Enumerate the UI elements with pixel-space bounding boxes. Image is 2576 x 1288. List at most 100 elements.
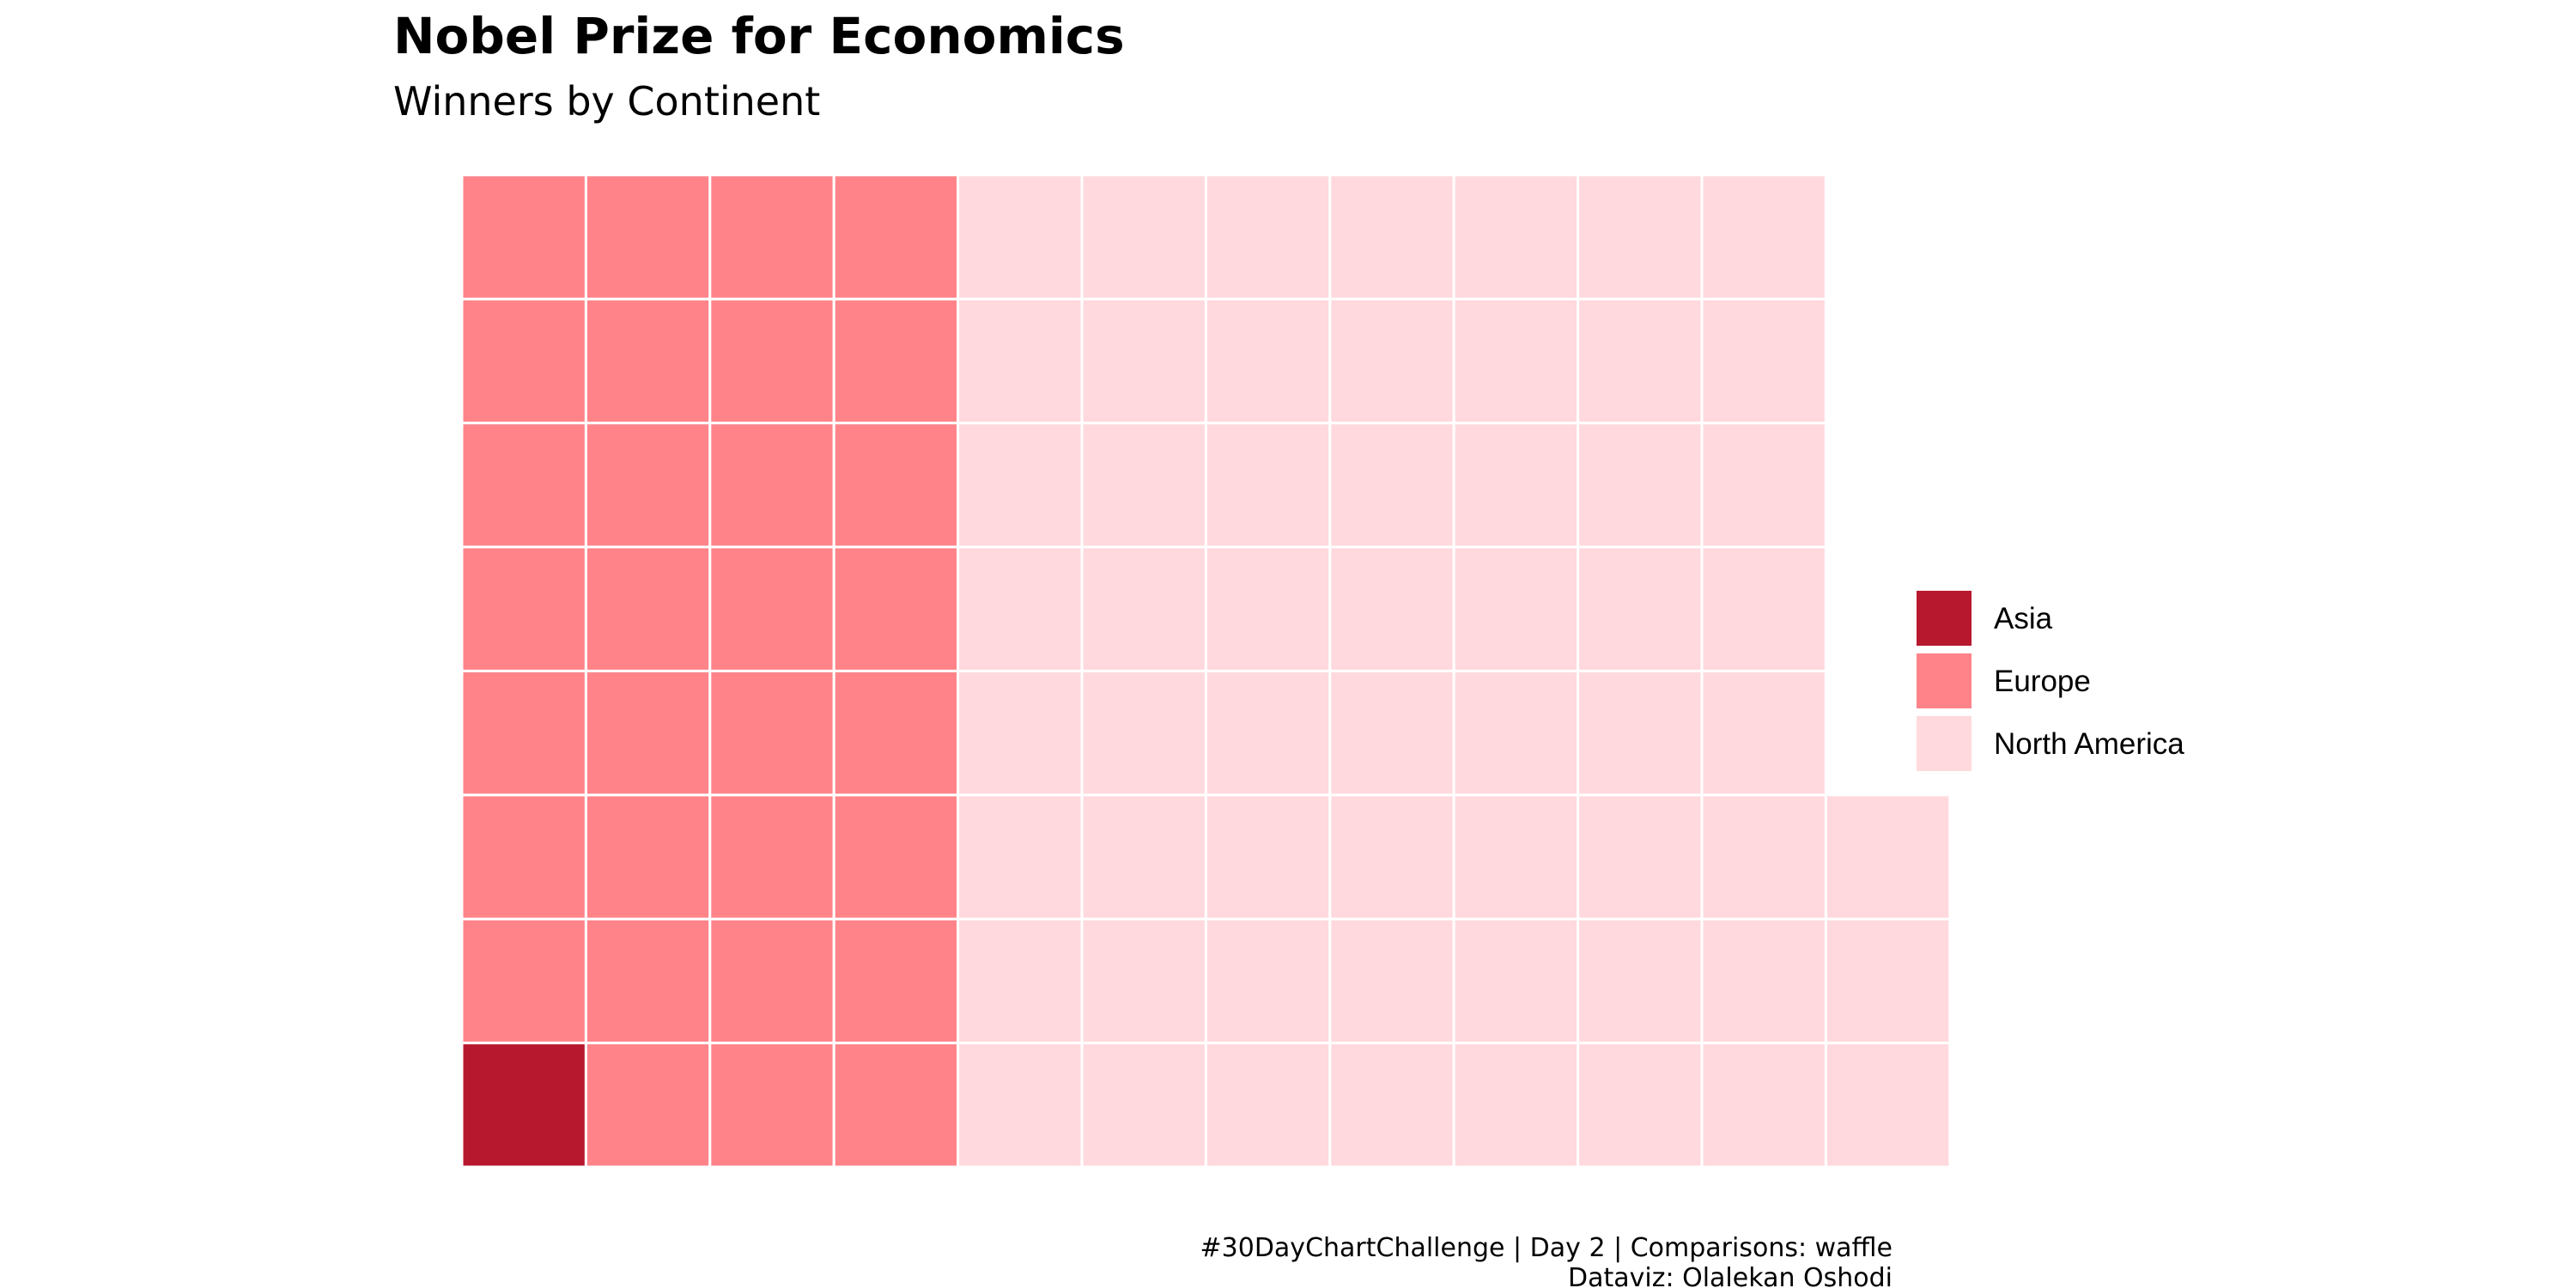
chart-subtitle: Winners by Continent: [393, 78, 820, 125]
legend-swatch-europe: [1917, 653, 1971, 708]
waffle-cell-north-america: [1204, 793, 1332, 920]
waffle-cell-europe: [708, 545, 835, 672]
waffle-cell-north-america: [1204, 669, 1332, 797]
waffle-cell-north-america: [1452, 793, 1580, 920]
waffle-cell-north-america: [1577, 173, 1704, 301]
waffle-cell-europe: [460, 297, 587, 425]
waffle-cell-europe: [584, 545, 712, 672]
waffle-cell-north-america: [1577, 669, 1704, 797]
waffle-cell-north-america: [1577, 297, 1704, 425]
waffle-cell-europe: [832, 297, 960, 425]
waffle-cell-europe: [708, 173, 835, 301]
waffle-cell-europe: [460, 173, 587, 301]
waffle-cell-europe: [460, 545, 587, 672]
legend-label-asia: Asia: [1994, 602, 2053, 635]
waffle-cell-north-america: [957, 545, 1084, 672]
legend-label-europe: Europe: [1994, 665, 2091, 698]
waffle-cell-north-america: [957, 297, 1084, 425]
waffle-cell-europe: [460, 669, 587, 797]
waffle-cell-europe: [584, 1042, 712, 1169]
waffle-cell-north-america: [1080, 669, 1207, 797]
waffle-cell-north-america: [1452, 173, 1580, 301]
waffle-cell-north-america: [1204, 917, 1332, 1045]
waffle-cell-europe: [832, 793, 960, 920]
legend: Asia Europe North America: [1917, 591, 2184, 771]
waffle-cell-north-america: [1328, 173, 1455, 301]
waffle-cell-north-america: [1080, 173, 1207, 301]
waffle-cell-asia: [460, 1042, 587, 1169]
waffle-cell-north-america: [957, 793, 1084, 920]
caption-line-2: Dataviz: Olalekan Oshodi: [1568, 1263, 1893, 1288]
waffle-cell-north-america: [1700, 297, 1827, 425]
waffle-cell-north-america: [1700, 173, 1827, 301]
waffle-cell-europe: [832, 173, 960, 301]
legend-swatch-north-america: [1917, 716, 1971, 771]
waffle-cell-north-america: [1452, 297, 1580, 425]
waffle-cell-north-america: [957, 917, 1084, 1045]
waffle-cell-north-america: [1452, 669, 1580, 797]
waffle-cell-north-america: [1328, 297, 1455, 425]
waffle-cell-europe: [584, 917, 712, 1045]
waffle-cell-north-america: [1700, 917, 1827, 1045]
waffle-cell-north-america: [1204, 1042, 1332, 1169]
waffle-cell-north-america: [957, 422, 1084, 549]
waffle-cell-north-america: [1577, 1042, 1704, 1169]
waffle-cell-north-america: [1080, 793, 1207, 920]
waffle-cell-europe: [832, 1042, 960, 1169]
waffle-cell-north-america: [1577, 793, 1704, 920]
waffle-cell-north-america: [1577, 917, 1704, 1045]
waffle-cell-north-america: [1204, 422, 1332, 549]
waffle-cell-north-america: [1328, 669, 1455, 797]
waffle-cell-north-america: [1452, 422, 1580, 549]
waffle-cell-north-america: [957, 173, 1084, 301]
waffle-cell-europe: [584, 793, 712, 920]
waffle-cell-europe: [584, 297, 712, 425]
waffle-cell-north-america: [1700, 1042, 1827, 1169]
waffle-cell-north-america: [1700, 669, 1827, 797]
waffle-cell-north-america: [1080, 297, 1207, 425]
legend-label-north-america: North America: [1994, 727, 2184, 761]
waffle-cell-north-america: [1080, 917, 1207, 1045]
waffle-cell-north-america: [1452, 1042, 1580, 1169]
waffle-cell-north-america: [1824, 917, 1952, 1045]
waffle-cell-north-america: [1328, 422, 1455, 549]
waffle-cell-europe: [832, 917, 960, 1045]
waffle-cell-europe: [584, 669, 712, 797]
waffle-cell-europe: [708, 297, 835, 425]
waffle-cell-europe: [708, 669, 835, 797]
waffle-cell-north-america: [1700, 422, 1827, 549]
waffle-cell-north-america: [1577, 545, 1704, 672]
waffle-cell-north-america: [1080, 1042, 1207, 1169]
waffle-cell-north-america: [1328, 545, 1455, 672]
waffle-cell-europe: [832, 545, 960, 672]
waffle-cell-north-america: [1328, 917, 1455, 1045]
waffle-cell-europe: [460, 793, 587, 920]
waffle-cell-europe: [832, 669, 960, 797]
caption-line-1: #30DayChartChallenge | Day 2 | Compariso…: [1200, 1233, 1893, 1263]
waffle-cell-europe: [708, 917, 835, 1045]
waffle-cell-north-america: [1824, 1042, 1952, 1169]
waffle-cell-north-america: [1080, 545, 1207, 672]
chart-title: Nobel Prize for Economics: [393, 7, 1125, 65]
waffle-cell-north-america: [1328, 1042, 1455, 1169]
waffle-grid: [460, 173, 1952, 1169]
waffle-cell-north-america: [1204, 173, 1332, 301]
waffle-cell-north-america: [1824, 793, 1952, 920]
waffle-cell-north-america: [1080, 422, 1207, 549]
waffle-cell-europe: [708, 1042, 835, 1169]
waffle-cell-north-america: [1700, 793, 1827, 920]
waffle-cell-north-america: [1204, 297, 1332, 425]
waffle-cell-europe: [460, 917, 587, 1045]
legend-swatch-asia: [1917, 591, 1971, 646]
waffle-cell-europe: [584, 173, 712, 301]
waffle-cell-north-america: [1328, 793, 1455, 920]
waffle-cell-north-america: [1204, 545, 1332, 672]
waffle-cell-europe: [708, 422, 835, 549]
waffle-cell-north-america: [1700, 545, 1827, 672]
waffle-cell-north-america: [1577, 422, 1704, 549]
waffle-cell-north-america: [957, 1042, 1084, 1169]
waffle-cell-north-america: [957, 669, 1084, 797]
waffle-cell-europe: [460, 422, 587, 549]
waffle-cell-europe: [584, 422, 712, 549]
